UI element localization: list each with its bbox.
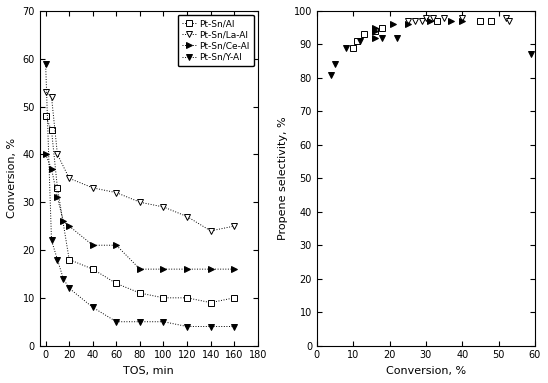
Pt-Sn/La-Al	[160, 205, 167, 209]
Pt-Sn/La-Al	[136, 200, 143, 205]
Pt-Sn/Y-Al	[184, 324, 190, 329]
Line: Pt-Sn/Ce-Al: Pt-Sn/Ce-Al	[43, 151, 237, 272]
Pt-Sn/La-Al	[207, 229, 214, 233]
Pt-Sn/Y-Al	[113, 319, 119, 324]
Pt-Sn/La-Al	[42, 90, 49, 95]
Pt-Sn/Al	[160, 296, 167, 300]
Pt-Sn/Ce-Al	[66, 224, 72, 228]
Pt-Sn/Al	[54, 185, 61, 190]
Pt-Sn/Ce-Al	[89, 243, 96, 247]
Pt-Sn/Ce-Al	[48, 167, 55, 171]
Y-axis label: Propene selectivity, %: Propene selectivity, %	[278, 116, 288, 240]
Pt-Sn/Al	[48, 128, 55, 133]
Pt-Sn/La-Al	[113, 190, 119, 195]
Pt-Sn/Y-Al	[54, 257, 61, 262]
Pt-Sn/Al	[42, 114, 49, 118]
Pt-Sn/Ce-Al	[60, 219, 67, 224]
Pt-Sn/Al	[113, 281, 119, 286]
Pt-Sn/Y-Al	[89, 305, 96, 310]
Pt-Sn/Ce-Al	[42, 152, 49, 157]
Pt-Sn/La-Al	[48, 95, 55, 99]
X-axis label: TOS, min: TOS, min	[123, 366, 174, 376]
Pt-Sn/Y-Al	[42, 61, 49, 66]
Pt-Sn/Y-Al	[48, 238, 55, 243]
Pt-Sn/Y-Al	[207, 324, 214, 329]
Line: Pt-Sn/Y-Al: Pt-Sn/Y-Al	[43, 61, 237, 330]
Pt-Sn/Al	[184, 296, 190, 300]
Pt-Sn/La-Al	[231, 224, 237, 228]
Pt-Sn/Y-Al	[66, 286, 72, 291]
Pt-Sn/La-Al	[184, 214, 190, 219]
Pt-Sn/Al	[66, 257, 72, 262]
Pt-Sn/Y-Al	[136, 319, 143, 324]
Pt-Sn/Al	[89, 267, 96, 272]
Legend: Pt-Sn/Al, Pt-Sn/La-Al, Pt-Sn/Ce-Al, Pt-Sn/Y-Al: Pt-Sn/Al, Pt-Sn/La-Al, Pt-Sn/Ce-Al, Pt-S…	[178, 15, 254, 66]
Pt-Sn/La-Al	[89, 185, 96, 190]
Pt-Sn/Ce-Al	[184, 267, 190, 272]
Pt-Sn/Ce-Al	[54, 195, 61, 200]
Pt-Sn/Ce-Al	[160, 267, 167, 272]
Pt-Sn/Ce-Al	[136, 267, 143, 272]
Pt-Sn/Al	[207, 300, 214, 305]
Pt-Sn/Ce-Al	[207, 267, 214, 272]
Pt-Sn/La-Al	[66, 176, 72, 181]
Pt-Sn/Y-Al	[60, 277, 67, 281]
Line: Pt-Sn/Al: Pt-Sn/Al	[43, 113, 237, 306]
Pt-Sn/Al	[231, 296, 237, 300]
Pt-Sn/La-Al	[54, 152, 61, 157]
Pt-Sn/Ce-Al	[231, 267, 237, 272]
Y-axis label: Conversion, %: Conversion, %	[7, 138, 17, 218]
Pt-Sn/Al	[136, 291, 143, 295]
Pt-Sn/Y-Al	[231, 324, 237, 329]
Pt-Sn/Y-Al	[160, 319, 167, 324]
Line: Pt-Sn/La-Al: Pt-Sn/La-Al	[43, 89, 237, 234]
X-axis label: Conversion, %: Conversion, %	[386, 366, 466, 376]
Pt-Sn/Ce-Al	[113, 243, 119, 247]
